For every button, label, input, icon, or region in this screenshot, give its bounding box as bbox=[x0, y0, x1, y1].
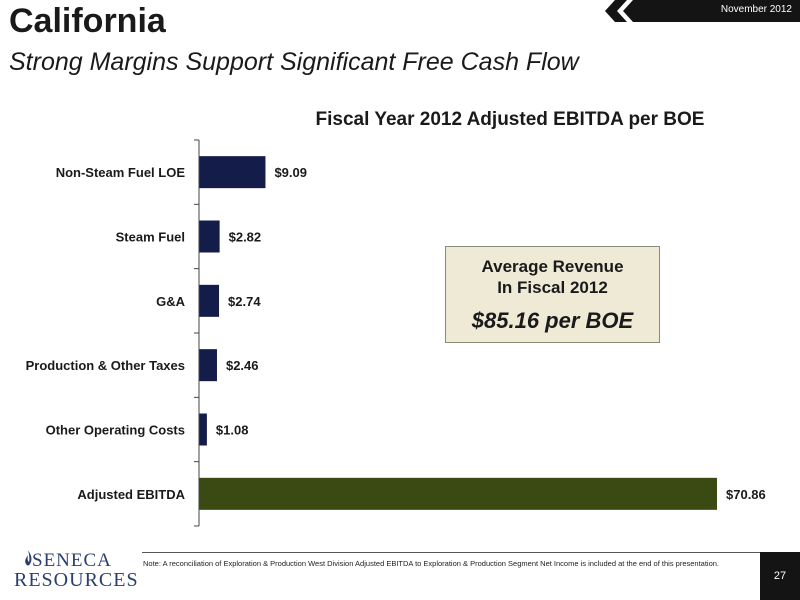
logo-text-bottom: RESOURCES bbox=[14, 569, 139, 591]
date-tab: November 2012 bbox=[605, 0, 800, 22]
flame-icon bbox=[25, 550, 32, 566]
ebitda-bar-chart: Fiscal Year 2012 Adjusted EBITDA per BOE… bbox=[26, 109, 766, 527]
value-label: $9.09 bbox=[274, 165, 307, 180]
average-revenue-callout: Average Revenue In Fiscal 2012 $85.16 pe… bbox=[445, 246, 660, 343]
value-label: $2.46 bbox=[226, 358, 259, 373]
footnote: Note: A reconciliation of Exploration & … bbox=[143, 559, 720, 568]
bar-1 bbox=[199, 156, 266, 189]
company-logo: SENECA RESOURCES bbox=[10, 548, 138, 596]
category-label: Adjusted EBITDA bbox=[77, 487, 185, 502]
callout-line-2: In Fiscal 2012 bbox=[497, 278, 608, 297]
callout-line-1: Average Revenue bbox=[481, 257, 624, 276]
bar-3 bbox=[199, 284, 220, 317]
value-label: $1.08 bbox=[216, 423, 249, 438]
bar-5 bbox=[199, 413, 207, 446]
value-label: $70.86 bbox=[726, 487, 766, 502]
bar-6 bbox=[199, 477, 717, 510]
callout-value: $85.16 per BOE bbox=[471, 308, 634, 333]
page-title: California bbox=[9, 2, 166, 40]
logo-text-top: SENECA bbox=[32, 550, 112, 571]
chart-title: Fiscal Year 2012 Adjusted EBITDA per BOE bbox=[316, 109, 705, 130]
page-number: 27 bbox=[773, 570, 787, 582]
category-label: Other Operating Costs bbox=[46, 423, 185, 438]
category-label: G&A bbox=[156, 294, 186, 309]
bar-2 bbox=[199, 220, 220, 253]
category-label: Production & Other Taxes bbox=[26, 358, 185, 373]
footer-divider bbox=[142, 552, 762, 553]
bar-4 bbox=[199, 349, 217, 382]
category-label: Non-Steam Fuel LOE bbox=[56, 165, 186, 180]
date-tab-shape bbox=[605, 0, 800, 22]
date-label: November 2012 bbox=[720, 4, 792, 15]
category-label: Steam Fuel bbox=[116, 230, 185, 245]
page-number-box: 27 bbox=[760, 552, 800, 600]
page-subtitle: Strong Margins Support Significant Free … bbox=[9, 48, 579, 76]
value-label: $2.74 bbox=[228, 294, 261, 309]
value-label: $2.82 bbox=[229, 230, 262, 245]
